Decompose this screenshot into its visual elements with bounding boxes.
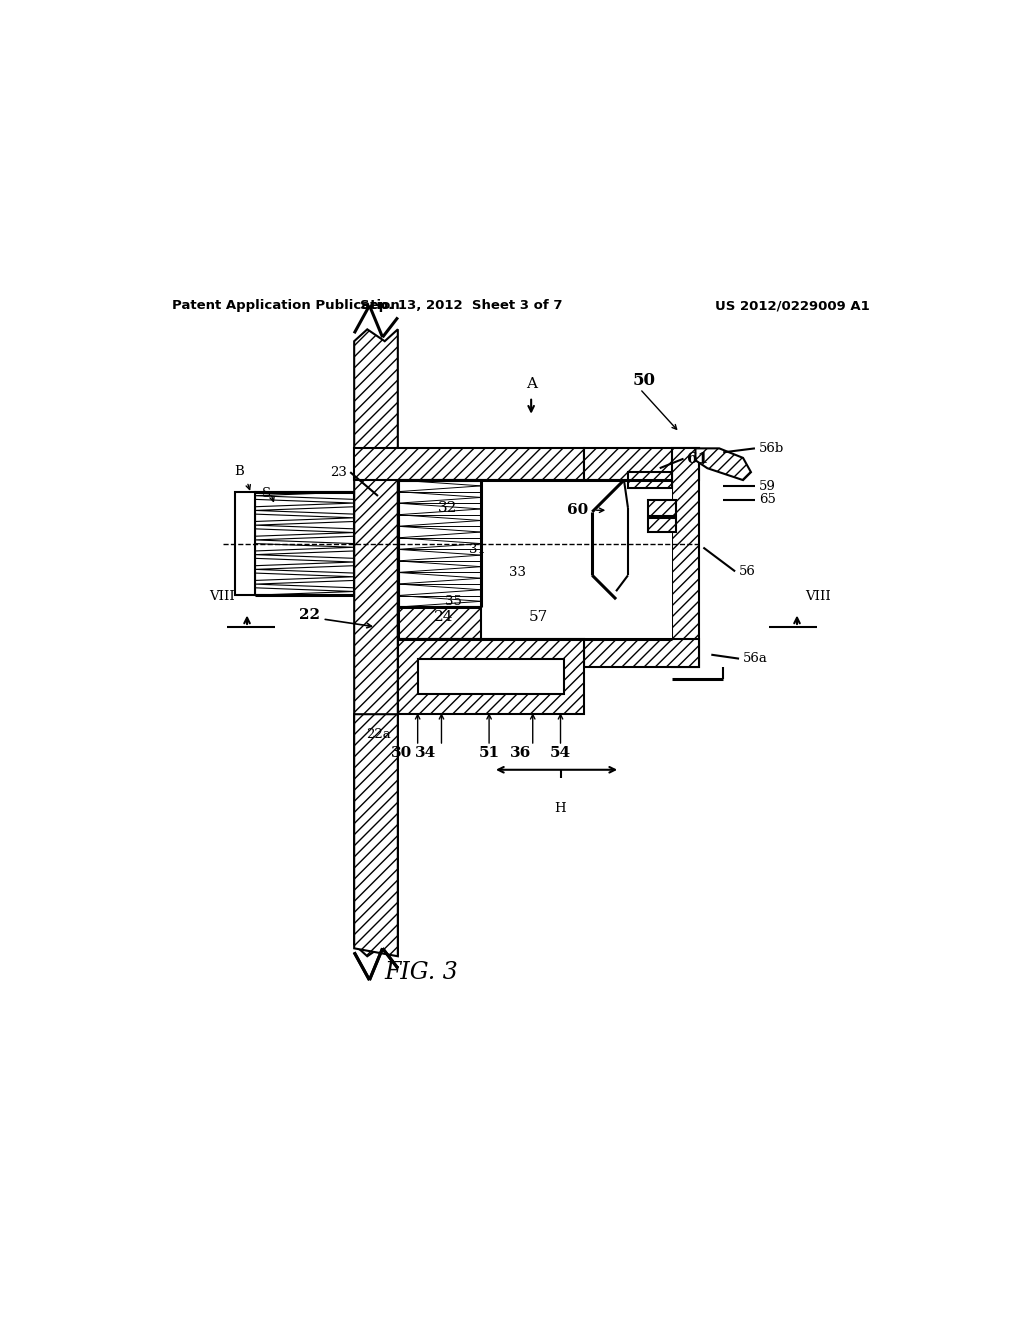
Text: 59: 59 bbox=[759, 480, 776, 492]
Text: 54: 54 bbox=[550, 746, 571, 760]
Text: Patent Application Publication: Patent Application Publication bbox=[172, 300, 399, 312]
Bar bbox=[397, 480, 672, 639]
Text: A: A bbox=[525, 378, 537, 391]
Text: US 2012/0229009 A1: US 2012/0229009 A1 bbox=[716, 300, 870, 312]
Polygon shape bbox=[628, 473, 672, 488]
Text: Sep. 13, 2012  Sheet 3 of 7: Sep. 13, 2012 Sheet 3 of 7 bbox=[360, 300, 562, 312]
Polygon shape bbox=[695, 449, 751, 480]
Text: 31: 31 bbox=[469, 543, 486, 556]
Polygon shape bbox=[585, 639, 699, 667]
Polygon shape bbox=[397, 607, 585, 631]
Text: 33: 33 bbox=[509, 566, 526, 579]
Polygon shape bbox=[648, 519, 676, 532]
Bar bbox=[255, 492, 354, 595]
Polygon shape bbox=[397, 607, 481, 639]
Text: H: H bbox=[555, 801, 566, 814]
Bar bbox=[236, 492, 255, 595]
Bar bbox=[418, 659, 564, 694]
Text: 56b: 56b bbox=[759, 442, 784, 455]
Text: 36: 36 bbox=[510, 746, 531, 760]
Text: 56: 56 bbox=[739, 565, 756, 578]
Text: 56a: 56a bbox=[743, 652, 768, 665]
Text: 23: 23 bbox=[331, 466, 347, 479]
Text: VIII: VIII bbox=[805, 590, 830, 603]
Text: 24: 24 bbox=[433, 610, 453, 624]
Text: B: B bbox=[234, 465, 244, 478]
Text: 61: 61 bbox=[687, 451, 709, 466]
Text: 65: 65 bbox=[759, 494, 776, 507]
Text: 34: 34 bbox=[415, 746, 436, 760]
Text: 57: 57 bbox=[528, 610, 548, 624]
Text: 60: 60 bbox=[567, 503, 588, 517]
Polygon shape bbox=[648, 500, 676, 516]
Text: FIG. 3: FIG. 3 bbox=[385, 961, 459, 983]
Polygon shape bbox=[354, 714, 397, 956]
Text: 50: 50 bbox=[633, 372, 655, 389]
Text: VIII: VIII bbox=[209, 590, 236, 603]
Polygon shape bbox=[354, 449, 585, 480]
Text: S: S bbox=[262, 487, 271, 500]
Polygon shape bbox=[397, 639, 585, 714]
Text: 32: 32 bbox=[437, 500, 457, 515]
Text: 30: 30 bbox=[391, 746, 413, 760]
Polygon shape bbox=[672, 449, 699, 667]
Text: 51: 51 bbox=[478, 746, 500, 760]
Polygon shape bbox=[354, 329, 397, 956]
Text: 22: 22 bbox=[299, 609, 319, 622]
Text: 35: 35 bbox=[445, 595, 462, 609]
Polygon shape bbox=[585, 449, 699, 480]
Text: 22a: 22a bbox=[367, 727, 391, 741]
